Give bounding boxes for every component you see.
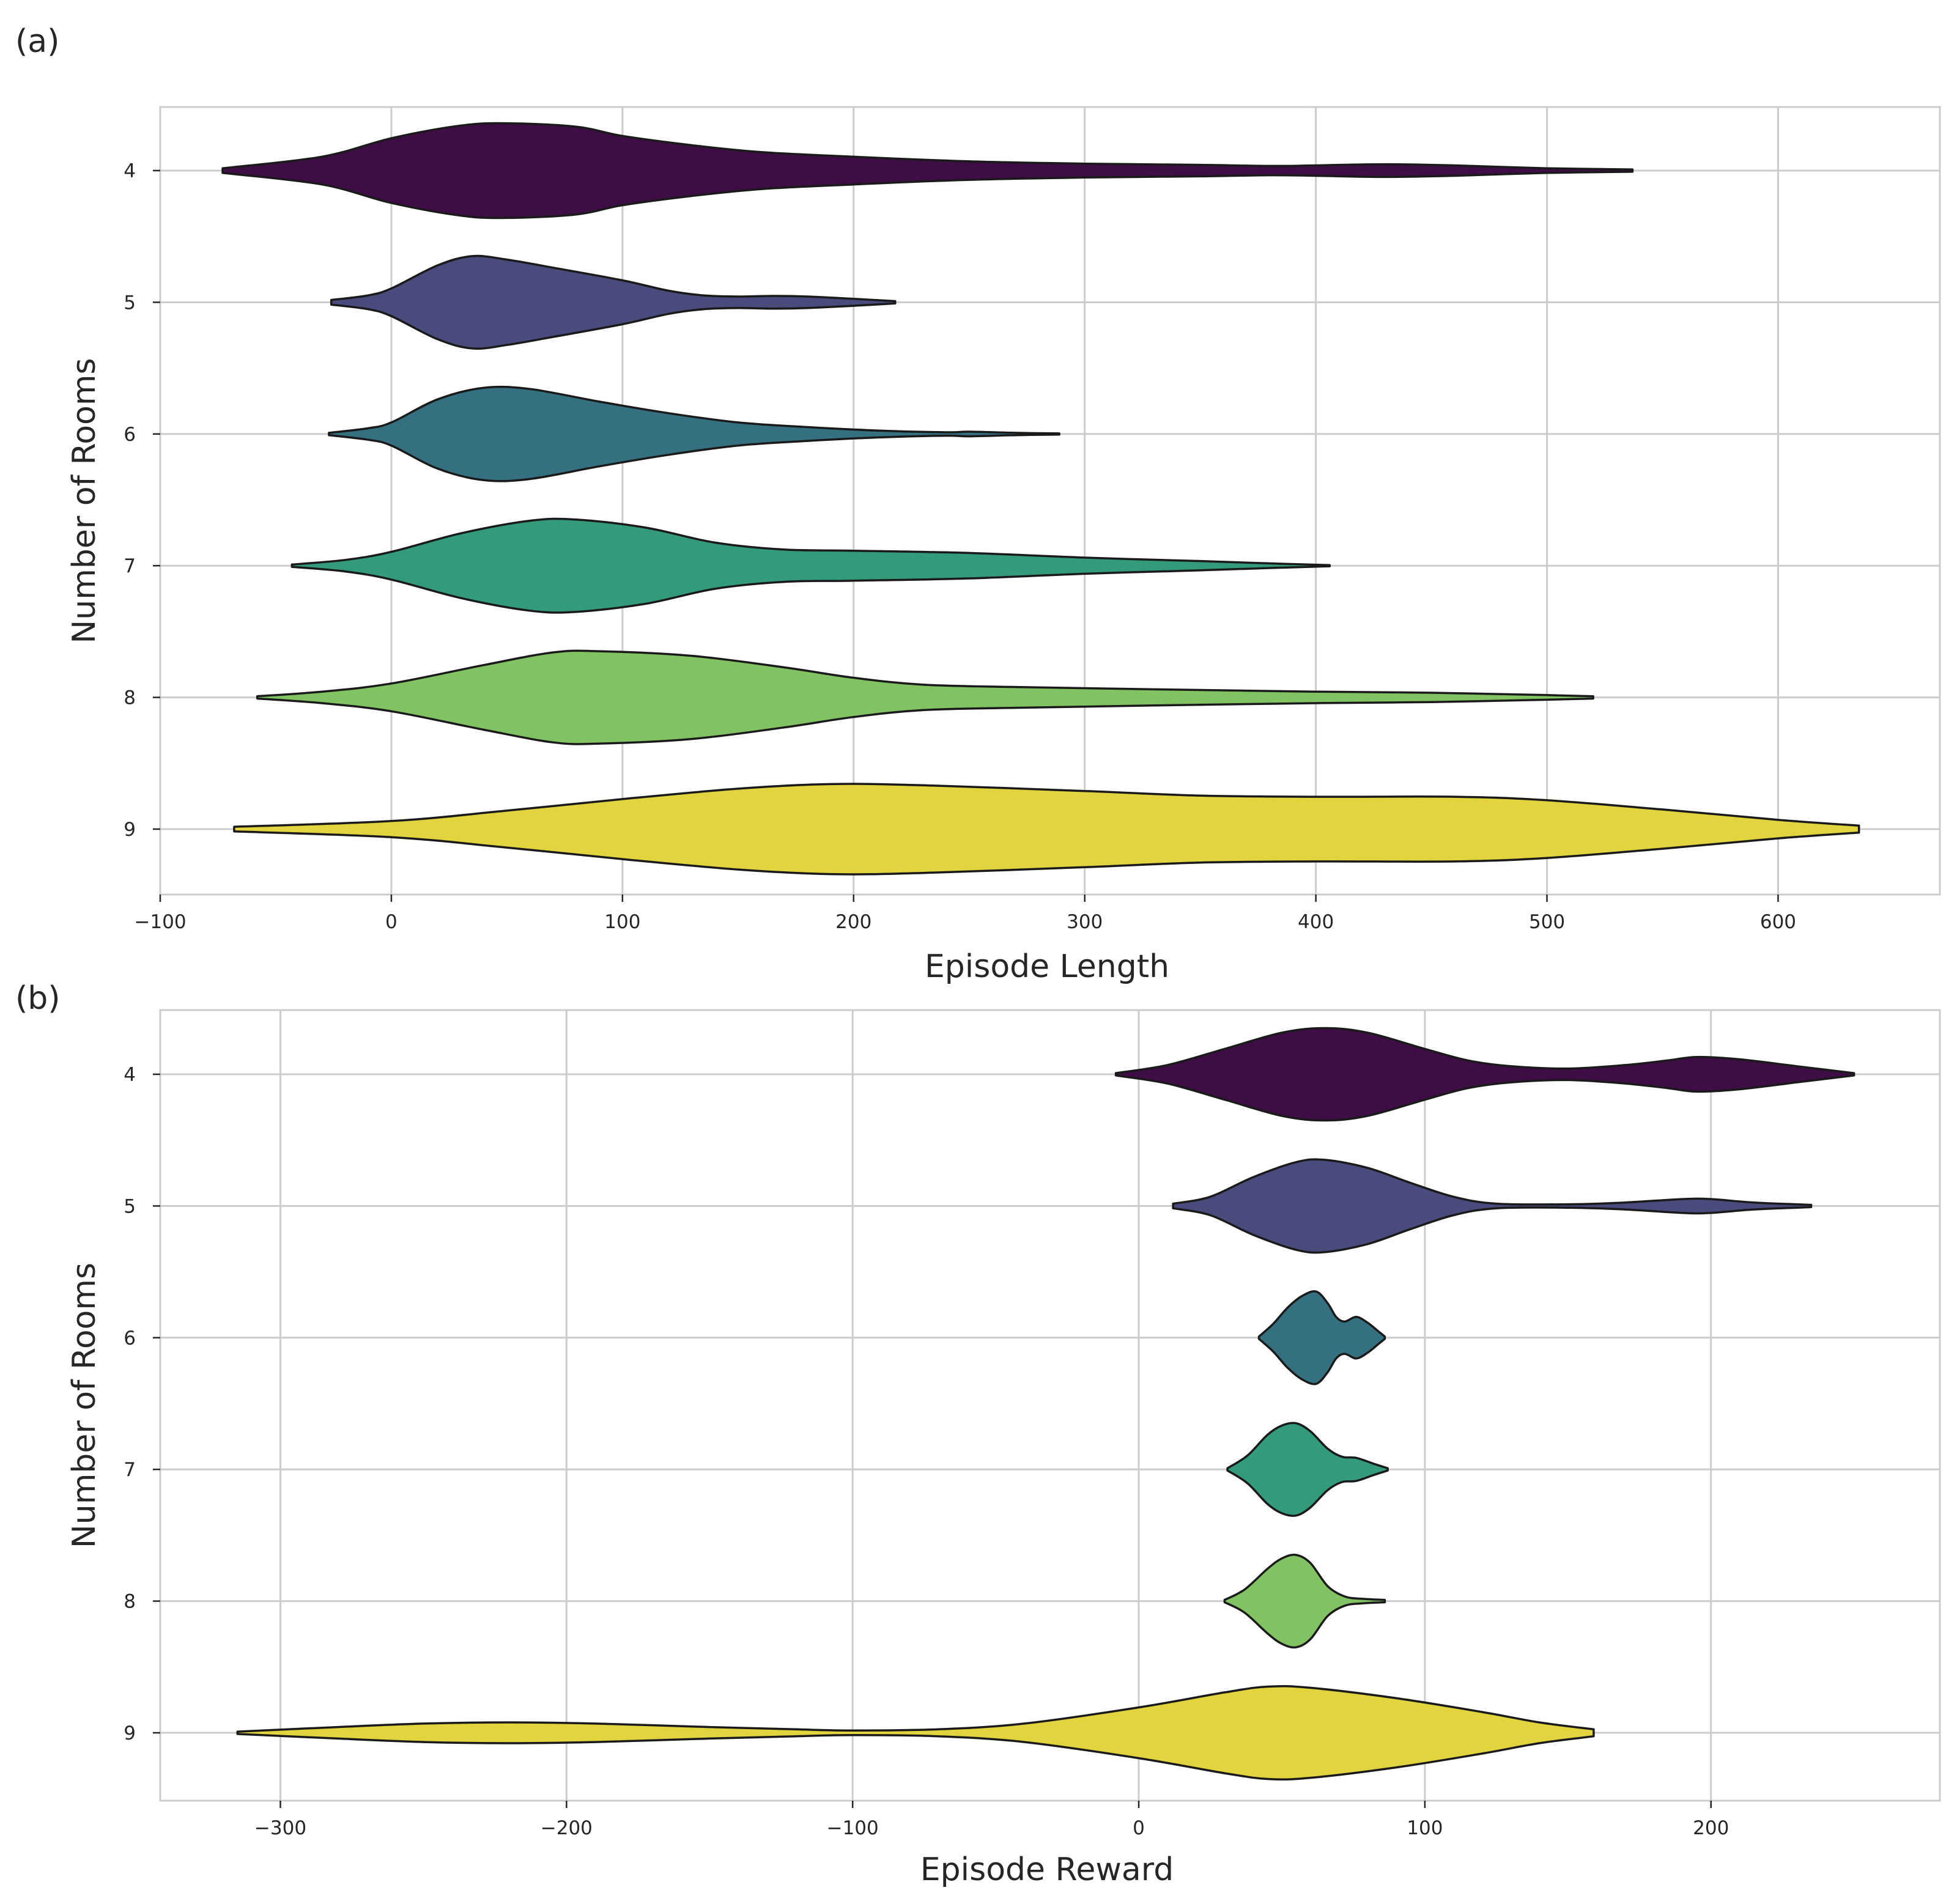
y-tick-label: 9	[124, 819, 136, 841]
x-tick-label: −300	[254, 1817, 306, 1839]
x-axis-label: Episode Reward	[920, 1851, 1174, 1888]
y-tick-label: 6	[124, 424, 136, 446]
plot-frame	[159, 1009, 1941, 1802]
x-tick-label: 200	[835, 911, 871, 933]
violin-rooms-8	[256, 649, 1594, 745]
y-tick-label: 8	[124, 687, 136, 709]
violin-rooms-6	[1257, 1290, 1386, 1386]
violin-rooms-5	[330, 254, 897, 350]
y-tick-label: 5	[124, 292, 136, 314]
violin-rooms-7	[1226, 1422, 1389, 1517]
x-axis-label: Episode Length	[925, 948, 1169, 985]
x-tick-label: 500	[1529, 911, 1565, 933]
x-tick-label: 100	[604, 911, 640, 933]
violin-rooms-4	[221, 122, 1634, 220]
x-tick-label: −200	[541, 1817, 593, 1839]
y-tick-label: 5	[124, 1195, 136, 1217]
violin-rooms-6	[328, 385, 1060, 482]
x-tick-label: 400	[1298, 911, 1334, 933]
y-tick-label: 9	[124, 1722, 136, 1744]
violin-rooms-9	[236, 1684, 1595, 1781]
x-tick-label: 0	[1133, 1817, 1145, 1839]
y-tick-label: 7	[124, 1459, 136, 1481]
violin-rooms-8	[1223, 1554, 1386, 1649]
y-tick-label: 7	[124, 555, 136, 577]
panel-a: −100 0 100 200 300 400 500 600 4 5 6 7 8 9 Episode Len…	[15, 23, 1941, 985]
x-tick-label: −100	[827, 1817, 879, 1839]
violin-rooms-7	[290, 517, 1331, 614]
x-tick-label: 300	[1067, 911, 1103, 933]
y-tick-label: 4	[124, 160, 136, 182]
x-tick-label: 100	[1407, 1817, 1443, 1839]
violin-rooms-9	[233, 783, 1860, 876]
y-axis-label: Number of Rooms	[66, 1263, 103, 1548]
violin-rooms-5	[1172, 1158, 1813, 1254]
y-tick-label: 4	[124, 1064, 136, 1086]
panel-label: (a)	[15, 23, 59, 60]
y-axis-label: Number of Rooms	[66, 358, 103, 643]
x-tick-label: 0	[385, 911, 398, 933]
x-tick-label: 600	[1760, 911, 1796, 933]
x-tick-label: −100	[134, 911, 186, 933]
panel-label: (b)	[15, 980, 61, 1017]
y-tick-label: 6	[124, 1327, 136, 1349]
plot-frame	[159, 106, 1941, 896]
violin-rooms-4	[1114, 1027, 1855, 1122]
panel-b: −300 −200 −100 0 100 200 4 5 6 7 8 9 Episode Reward N…	[15, 980, 1941, 1888]
y-tick-label: 8	[124, 1591, 136, 1613]
x-tick-label: 200	[1693, 1817, 1729, 1839]
